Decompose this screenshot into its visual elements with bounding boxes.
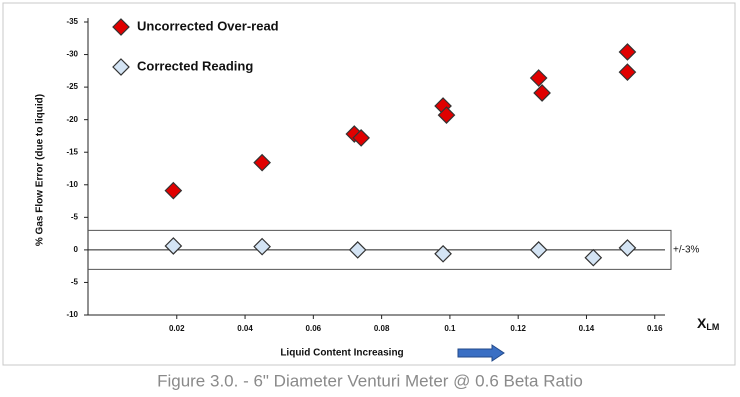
x-tick-label: 0.16 (647, 324, 663, 333)
increase-arrow (457, 344, 505, 362)
y-tick-label: -20 (66, 115, 78, 124)
legend-label: Uncorrected Over-read (137, 18, 279, 33)
caption: Figure 3.0. - 6" Diameter Venturi Meter … (157, 371, 583, 390)
x-tick-label: 0.14 (579, 324, 595, 333)
data-point (529, 69, 548, 87)
y-tick-label: -35 (66, 17, 78, 26)
y-tick-label: -30 (66, 50, 78, 59)
y-tick-label: -5 (71, 212, 79, 221)
legend-marker (112, 58, 130, 76)
x-axis-label: XLM (697, 315, 719, 333)
plot: -35 -30 -25 -20 -15 -10 -5 0 -5 -10 0.02 0.04 0.06 0.… (66, 17, 699, 333)
x-note: Liquid Content Increasing (280, 348, 403, 359)
y-tick-label: -15 (66, 147, 78, 156)
y-tick-label: -5 (71, 278, 79, 287)
x-axis-label-sub: LM (706, 322, 719, 332)
data-point (618, 239, 637, 257)
data-point (164, 237, 183, 255)
data-point (618, 43, 637, 61)
y-tick-label: -10 (66, 310, 78, 319)
data-point (533, 84, 551, 102)
data-point (434, 244, 452, 263)
band-label: +/-3% (673, 245, 700, 256)
data-point (253, 237, 271, 256)
x-tick-label: 0.02 (169, 324, 185, 333)
data-point (253, 153, 271, 172)
data-point (164, 181, 183, 200)
x-tick-label: 0.06 (306, 324, 322, 333)
y-axis-label: % Gas Flow Error (due to liquid) (35, 94, 46, 246)
data-point (618, 63, 637, 81)
legend-marker (112, 18, 130, 36)
x-tick-label: 0.08 (374, 324, 390, 333)
x-tick-label: 0.1 (444, 324, 456, 333)
data-point (529, 241, 548, 259)
y-tick-label: 0 (74, 245, 79, 254)
x-tick-label: 0.12 (510, 324, 526, 333)
data-point (352, 129, 370, 147)
band-bracket (665, 229, 672, 270)
x-tick-label: 0.04 (237, 324, 253, 333)
x-axis-label-main: X (697, 315, 707, 331)
data-point (584, 248, 603, 267)
legend-label: Corrected Reading (137, 58, 253, 73)
data-point (437, 106, 456, 124)
y-tick-label: -25 (66, 82, 78, 91)
y-tick-label: -10 (66, 180, 78, 189)
data-point (348, 241, 367, 259)
